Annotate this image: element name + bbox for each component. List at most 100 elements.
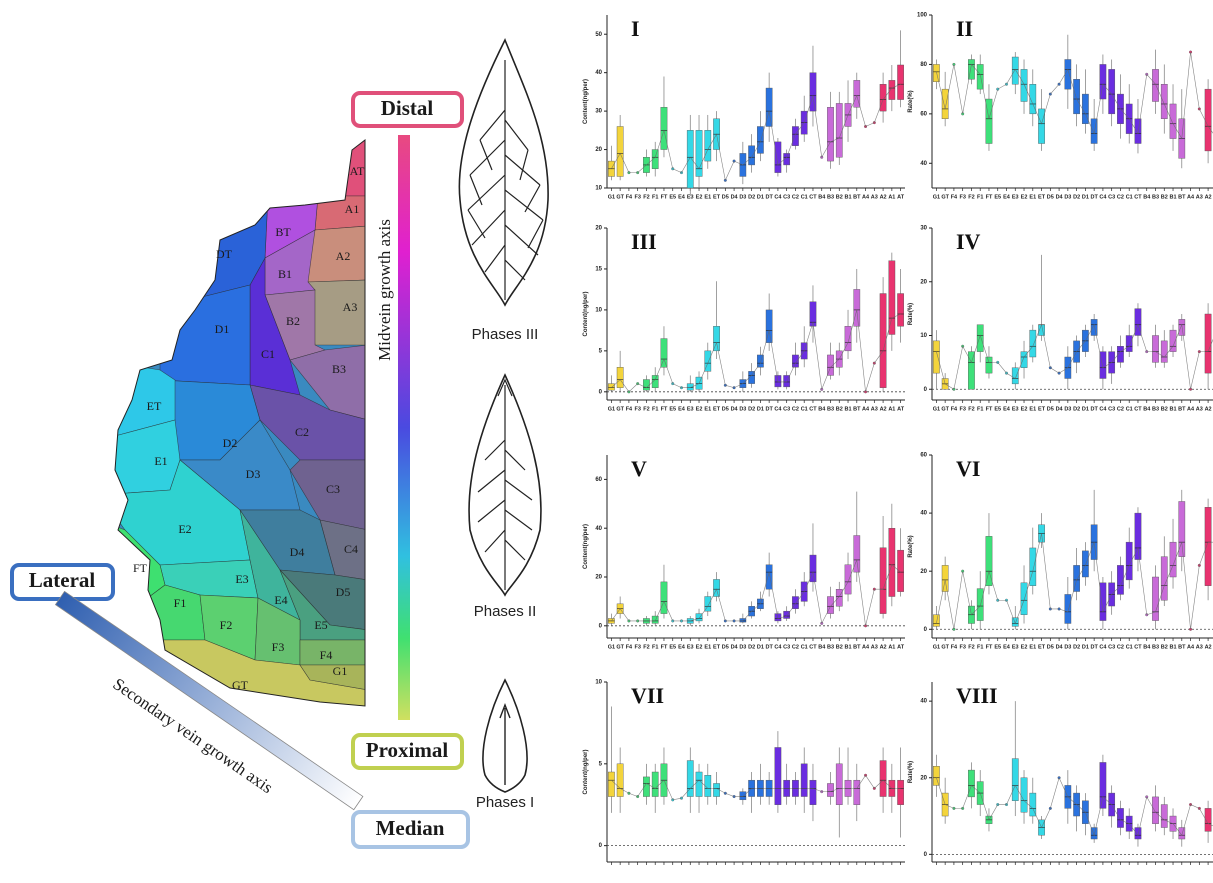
- y-tick-label: 0: [599, 389, 603, 395]
- leaf-region: [115, 419, 181, 496]
- x-tick-label: F2: [968, 194, 974, 200]
- region-label: AT: [350, 164, 365, 178]
- y-tick-label: 20: [920, 569, 927, 575]
- box: [1160, 556, 1168, 601]
- phase-3-label: Phases III: [472, 326, 539, 343]
- box: [616, 126, 624, 177]
- x-tick-label: ET: [1038, 194, 1046, 200]
- y-axis-label: Content(ng/per): [583, 292, 589, 337]
- region-label: E3: [235, 572, 248, 586]
- region-label: C1: [261, 347, 275, 361]
- leaf-region: [159, 284, 251, 386]
- x-tick-label: C2: [792, 194, 799, 200]
- x-tick-label: B1: [845, 406, 852, 412]
- box: [1117, 565, 1124, 595]
- region-label: D1: [215, 322, 230, 336]
- x-tick-label: E2: [1021, 644, 1028, 650]
- region-label: A1: [345, 202, 360, 216]
- x-tick-label: AT: [897, 194, 905, 200]
- x-tick-label: CT: [1134, 194, 1142, 200]
- x-tick-label: D3: [1064, 406, 1071, 412]
- x-tick-label: BT: [853, 406, 861, 412]
- x-tick-label: D2: [1073, 194, 1080, 200]
- box: [1011, 617, 1019, 627]
- x-tick-label: F3: [634, 406, 640, 412]
- x-tick-label: FT: [661, 644, 668, 650]
- region-label: F3: [272, 640, 285, 654]
- box: [1125, 335, 1133, 352]
- y-tick-label: 5: [599, 761, 603, 767]
- y-axis-label: Content(ng/per): [583, 79, 589, 124]
- x-tick-label: E1: [704, 194, 711, 200]
- box: [968, 769, 975, 798]
- box: [704, 350, 712, 372]
- box: [757, 126, 764, 154]
- box: [660, 107, 668, 150]
- box: [985, 536, 993, 586]
- box: [853, 535, 861, 573]
- x-tick-label: C1: [801, 406, 808, 412]
- x-tick-label: E4: [1003, 644, 1011, 650]
- y-tick-label: 10: [595, 186, 602, 192]
- x-tick-label: F2: [643, 194, 649, 200]
- x-tick-label: C4: [774, 644, 782, 650]
- x-tick-label: F1: [652, 194, 658, 200]
- x-tick-label: F4: [626, 644, 633, 650]
- secondary-axis-bar: [54, 590, 364, 811]
- box: [968, 59, 975, 80]
- box: [651, 375, 659, 388]
- x-tick-label: BT: [853, 194, 861, 200]
- x-tick-label: GT: [616, 194, 624, 200]
- x-tick-label: B3: [1152, 194, 1159, 200]
- x-tick-label: D5: [722, 644, 729, 650]
- box: [968, 351, 975, 390]
- x-tick-label: C3: [1108, 406, 1115, 412]
- y-tick-label: 50: [595, 32, 602, 38]
- box: [1178, 319, 1186, 336]
- box: [686, 383, 694, 391]
- x-tick-label: E4: [1003, 406, 1011, 412]
- box: [1160, 804, 1168, 828]
- x-tick-label: ET: [713, 644, 721, 650]
- x-tick-label: F1: [977, 644, 983, 650]
- x-tick-label: GT: [941, 406, 949, 412]
- region-label: FT: [133, 561, 148, 575]
- box: [1099, 351, 1107, 379]
- box: [941, 565, 949, 592]
- x-tick-label: D3: [1064, 194, 1071, 200]
- panel-title: V: [631, 456, 647, 481]
- x-tick-label: A3: [1196, 406, 1203, 412]
- box: [695, 130, 703, 177]
- x-tick-label: A2: [880, 194, 887, 200]
- x-tick-label: DT: [1090, 644, 1098, 650]
- box: [888, 260, 896, 335]
- x-tick-label: A2: [1205, 644, 1212, 650]
- x-tick-label: G1: [933, 406, 940, 412]
- x-tick-label: B1: [1170, 644, 1177, 650]
- y-tick-label: 20: [920, 775, 927, 781]
- box: [827, 107, 834, 162]
- region-label: B3: [332, 362, 346, 376]
- x-tick-label: C4: [774, 406, 782, 412]
- x-tick-label: F3: [959, 406, 965, 412]
- x-tick-label: E3: [1012, 644, 1019, 650]
- box: [1125, 541, 1133, 581]
- x-tick-label: G1: [608, 406, 615, 412]
- region-label: A2: [336, 249, 351, 263]
- region-label: DT: [216, 247, 233, 261]
- x-tick-label: B1: [1170, 406, 1177, 412]
- x-tick-label: G1: [608, 194, 615, 200]
- midvein-axis-bar: [398, 135, 410, 720]
- x-tick-label: E2: [696, 406, 703, 412]
- box: [608, 771, 615, 797]
- y-tick-label: 10: [595, 307, 602, 313]
- x-tick-label: A4: [1187, 194, 1195, 200]
- x-tick-label: A4: [862, 194, 870, 200]
- box: [757, 354, 764, 368]
- x-tick-label: C2: [792, 644, 799, 650]
- x-tick-label: A4: [1187, 644, 1195, 650]
- y-axis-label: Rate(%): [908, 90, 914, 112]
- panel-title: IV: [956, 229, 981, 254]
- box: [1029, 792, 1037, 817]
